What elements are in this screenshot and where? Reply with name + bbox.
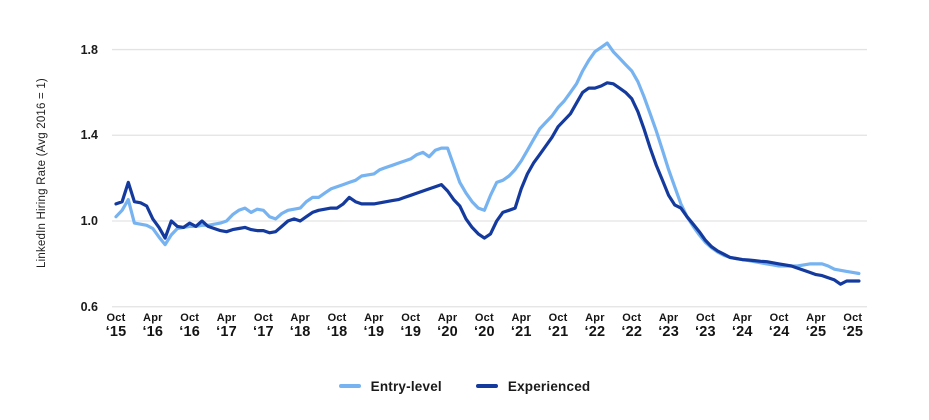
x-tick-month: Apr [437,312,458,324]
x-tick-label: Apr ‘18 [278,312,322,340]
x-tick-month: Oct [843,312,863,324]
x-tick-label: Apr ‘22 [573,312,617,340]
x-tick-label: Apr ‘19 [352,312,396,340]
x-tick-year: ‘20 [437,324,458,340]
legend: Entry-level Experienced [0,374,929,398]
y-tick-label: 1.0 [80,214,98,228]
x-tick-label: Apr ‘23 [647,312,691,340]
x-tick-year: ‘21 [510,324,532,340]
entry-level-line-swatch-icon [338,383,361,389]
x-tick-label: Oct ‘21 [536,312,580,340]
x-tick-month: Oct [401,312,421,324]
x-tick-month: Apr [216,312,237,324]
x-tick-label: Apr ‘21 [499,312,543,340]
x-tick-label: Oct ‘16 [168,312,212,340]
x-tick-month: Oct [327,312,347,324]
legend-item-entry-level: Entry-level [338,378,442,394]
x-tick-month: Oct [695,312,715,324]
x-tick-month: Oct [474,312,494,324]
x-tick-label: Oct ‘17 [241,312,285,340]
x-tick-year: ‘22 [621,324,643,340]
x-tick-year: ‘18 [326,324,348,340]
x-tick-month: Apr [511,312,531,324]
x-tick-label: Oct ‘24 [757,312,801,340]
entry-level-line [114,41,861,276]
x-tick-label: Oct ‘18 [315,312,359,340]
x-tick-year: ‘24 [768,324,790,340]
x-tick-month: Apr [806,312,826,324]
x-tick-year: ‘17 [252,324,274,340]
x-tick-year: ‘16 [179,324,201,340]
x-tick-month: Apr [732,312,753,324]
x-tick-month: Oct [180,312,200,324]
legend-item-experienced: Experienced [475,378,591,394]
experienced-line [114,81,861,286]
x-tick-year: ‘23 [658,324,679,340]
x-tick-year: ‘20 [474,324,495,340]
y-tick-label: 0.6 [80,299,98,314]
x-tick-month: Apr [364,312,384,324]
x-tick-month: Apr [585,312,605,324]
x-tick-label: Oct ‘15 [94,312,138,340]
x-tick-month: Apr [290,312,310,324]
x-tick-label: Apr ‘20 [426,312,470,340]
x-tick-label: Oct ‘20 [462,312,506,340]
x-tick-month: Oct [106,312,126,324]
x-tick-month: Oct [622,312,642,324]
y-tick-label: 1.8 [80,42,98,57]
x-tick-month: Oct [548,312,568,324]
x-tick-year: ‘25 [842,324,864,340]
x-tick-year: ‘18 [289,324,311,340]
x-tick-month: Oct [769,312,789,324]
x-tick-year: ‘21 [547,324,569,340]
y-tick-label: 1.4 [80,128,98,143]
x-tick-year: ‘17 [216,324,237,340]
x-tick-month: Apr [143,312,163,324]
x-tick-year: ‘15 [105,324,127,340]
x-tick-year: ‘19 [400,324,422,340]
x-tick-label: Apr ‘16 [131,312,175,340]
x-tick-year: ‘16 [142,324,164,340]
x-tick-year: ‘23 [695,324,716,340]
x-tick-year: ‘24 [731,324,753,340]
legend-label-experienced: Experienced [507,378,591,394]
x-tick-label: Oct ‘19 [389,312,433,340]
x-tick-month: Oct [253,312,273,324]
experienced-line-swatch-icon [475,383,498,389]
x-tick-label: Apr ‘24 [720,312,764,340]
x-tick-year: ‘19 [363,324,385,340]
x-tick-year: ‘22 [584,324,606,340]
x-tick-month: Apr [658,312,679,324]
x-tick-label: Apr ‘17 [205,312,249,340]
x-tick-label: Apr ‘25 [794,312,838,340]
x-tick-label: Oct ‘25 [831,312,875,340]
x-tick-year: ‘25 [805,324,827,340]
legend-label-entry-level: Entry-level [370,378,442,394]
x-tick-label: Oct ‘22 [610,312,654,340]
x-tick-label: Oct ‘23 [683,312,727,340]
